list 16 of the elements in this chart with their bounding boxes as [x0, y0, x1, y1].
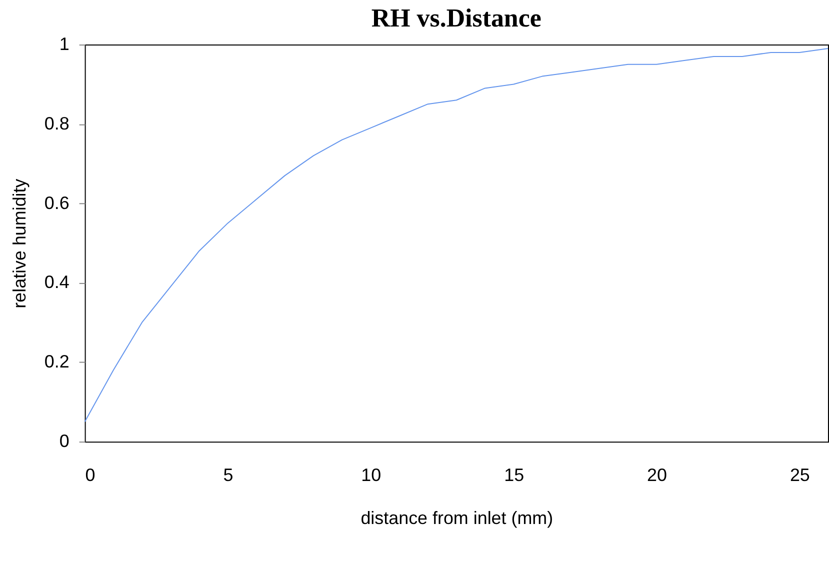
line-series — [84, 48, 828, 422]
y-tick-label: 0.2 — [44, 352, 70, 372]
y-tick-label: 0.8 — [44, 113, 70, 134]
y-axis-title: relative humidity — [9, 178, 30, 308]
y-tick-label: 0 — [59, 431, 70, 452]
y-tick-label: 0.4 — [44, 272, 70, 292]
x-tick-label: 20 — [647, 464, 667, 485]
x-tick-label: 15 — [504, 464, 524, 485]
y-tick-label: 1 — [59, 34, 70, 54]
chart-title: RH vs.Distance — [371, 4, 542, 33]
x-tick-label: 5 — [223, 464, 234, 485]
x-tick-label: 25 — [790, 464, 810, 485]
x-tick-label: 0 — [85, 464, 96, 485]
y-tick-label: 0.6 — [44, 192, 70, 213]
x-tick-label: 10 — [361, 464, 382, 485]
x-axis-title: distance from inlet (mm) — [360, 508, 554, 528]
